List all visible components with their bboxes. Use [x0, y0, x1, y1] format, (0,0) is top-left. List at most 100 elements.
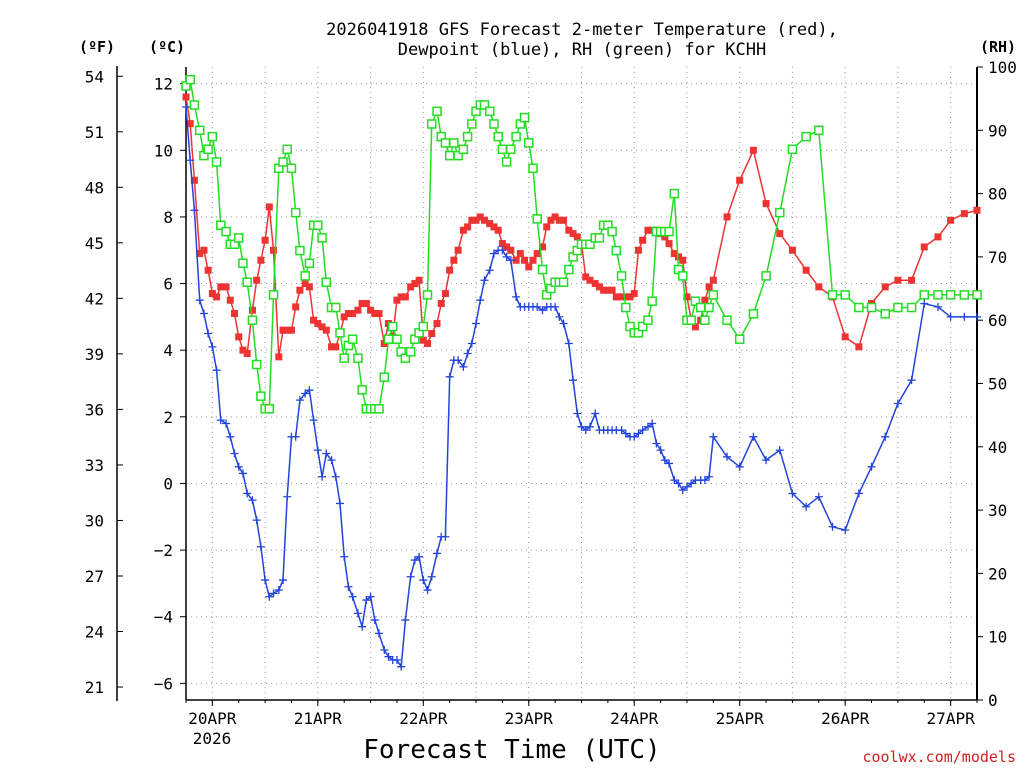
data-point [776, 230, 784, 238]
data-point [528, 163, 538, 174]
data-point [203, 144, 213, 155]
data-point [335, 499, 344, 508]
data-point [973, 312, 981, 321]
data-point [286, 163, 297, 174]
data-point [199, 309, 208, 318]
data-point [497, 144, 508, 155]
data-point [665, 240, 673, 248]
x-tick-label: 23APR [505, 709, 554, 728]
data-point [238, 469, 247, 478]
data-point [498, 246, 507, 255]
data-point [960, 312, 969, 321]
data-point [494, 226, 502, 234]
data-point [802, 502, 811, 511]
data-point [222, 283, 230, 291]
rh-tick-label: 70 [988, 248, 1007, 267]
data-point [238, 258, 248, 268]
data-point [705, 472, 714, 481]
data-point [393, 296, 401, 304]
x-tick-label: 26APR [821, 709, 870, 728]
data-point [322, 326, 330, 334]
data-point [349, 310, 357, 318]
data-point [547, 216, 555, 224]
data-point [682, 482, 691, 491]
data-point [208, 290, 216, 298]
data-point [375, 629, 384, 638]
data-point [313, 220, 323, 230]
data-point [295, 245, 305, 256]
data-point [347, 334, 358, 344]
data-point [305, 283, 313, 291]
chart-title-line2: Dewpoint (blue), RH (green) for KCHH [398, 40, 766, 60]
data-point [426, 119, 437, 129]
data-point [371, 310, 379, 318]
data-point [257, 256, 265, 264]
data-point [686, 315, 696, 325]
data-point [762, 200, 770, 208]
data-point [354, 306, 362, 314]
data-point [216, 416, 225, 425]
data-point [190, 176, 198, 184]
data-point [608, 286, 616, 294]
data-point [585, 422, 594, 431]
data-point [459, 362, 468, 371]
data-point [440, 138, 451, 148]
data-point [290, 207, 301, 218]
data-point [230, 449, 239, 458]
data-point [427, 572, 436, 581]
data-point [454, 246, 462, 254]
data-point [591, 409, 600, 418]
rh-tick-label: 20 [988, 564, 1007, 583]
data-point [446, 266, 454, 274]
data-point [366, 592, 375, 601]
data-point [287, 326, 295, 334]
data-point [501, 157, 512, 167]
data-point [400, 353, 411, 363]
data-point [340, 313, 348, 321]
data-point [775, 446, 784, 455]
fahrenheit-tick-label: 33 [85, 456, 104, 475]
data-point [270, 246, 278, 254]
data-point [524, 138, 534, 148]
data-point [600, 286, 608, 294]
data-point [441, 532, 450, 541]
data-point [422, 290, 433, 300]
data-point [972, 290, 982, 300]
data-point [275, 353, 283, 361]
data-point [683, 293, 691, 301]
data-point [357, 385, 367, 395]
data-point [419, 576, 428, 585]
x-tick-label: 22APR [399, 709, 448, 728]
data-point [919, 290, 930, 300]
data-point [261, 576, 270, 585]
data-point [401, 616, 410, 625]
x-tick-label: 20APR [188, 709, 237, 728]
fahrenheit-tick-label: 24 [85, 623, 104, 642]
data-point [538, 306, 547, 315]
series-dewpoint [182, 102, 981, 671]
data-point [328, 343, 336, 351]
data-point [292, 303, 300, 311]
data-point [815, 283, 823, 291]
data-point [551, 302, 560, 311]
data-point [251, 359, 262, 370]
data-point [418, 321, 429, 332]
data-point [304, 258, 315, 268]
data-point [327, 456, 336, 465]
data-point [543, 223, 551, 231]
data-point [551, 213, 559, 221]
data-point [353, 353, 363, 363]
data-point [234, 462, 243, 471]
chart-title-line1: 2026041918 GFS Forecast 2-meter Temperat… [326, 20, 838, 40]
data-point [622, 293, 630, 301]
data-point [498, 240, 506, 248]
data-point [415, 276, 423, 284]
data-point [722, 315, 732, 325]
data-point [537, 264, 548, 275]
data-point [493, 131, 503, 142]
celsius-tick-label: 8 [163, 208, 173, 227]
data-point [841, 526, 850, 535]
data-point [317, 233, 327, 243]
data-point [893, 399, 902, 408]
data-point [313, 446, 322, 455]
